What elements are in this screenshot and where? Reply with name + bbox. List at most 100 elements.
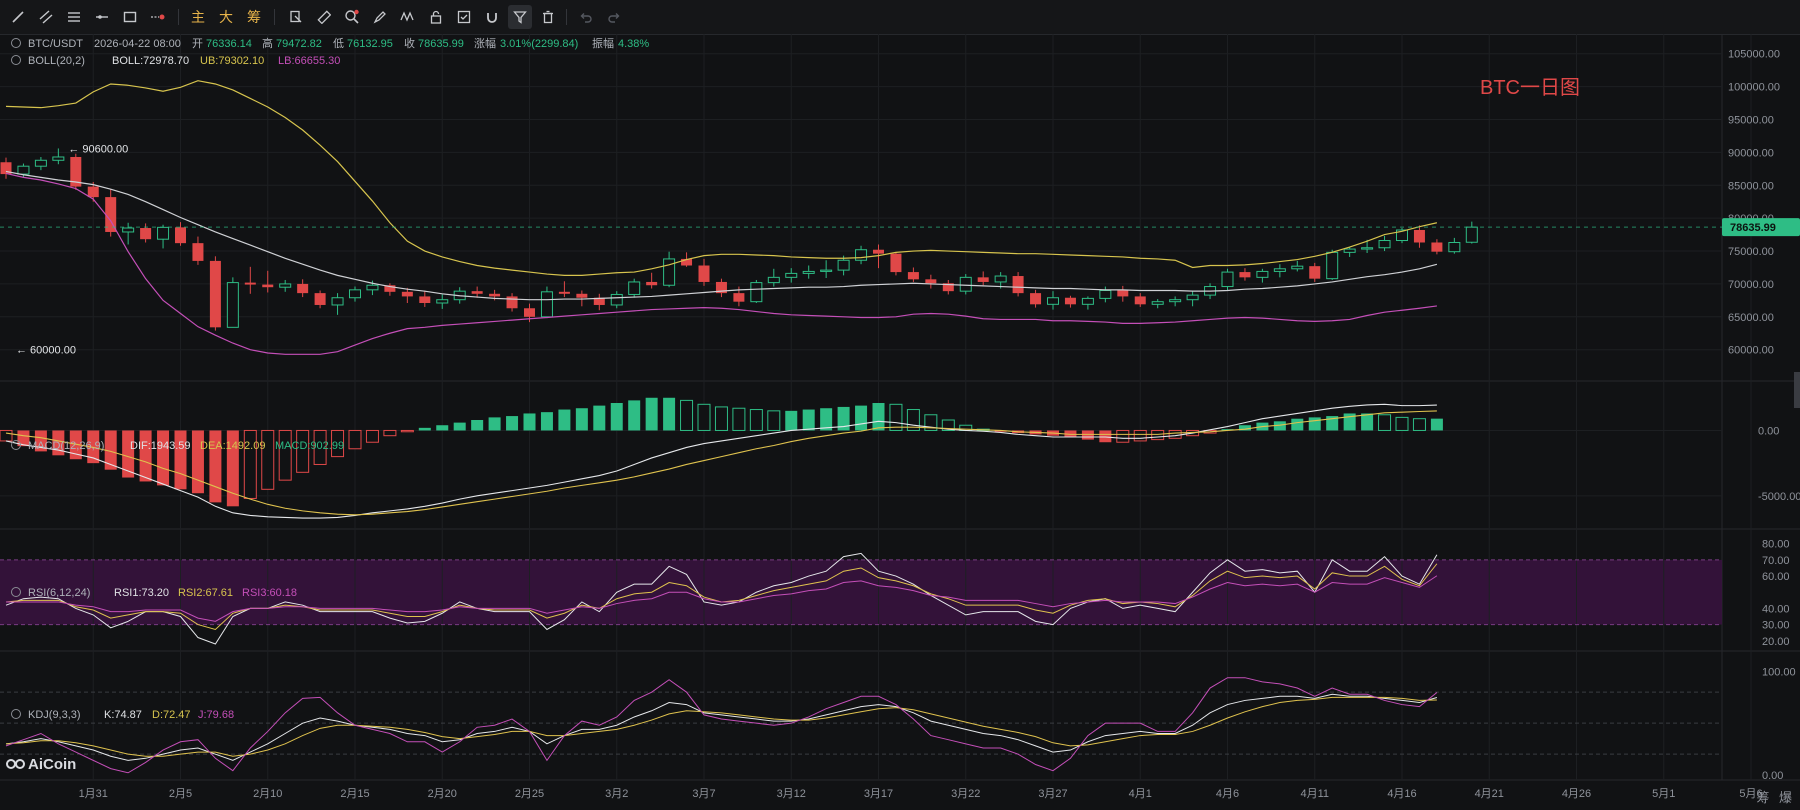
rectangle-icon[interactable] (118, 5, 142, 29)
zoom-icon[interactable] (340, 5, 364, 29)
parallel-line-icon[interactable] (34, 5, 58, 29)
macd-histogram-bar (855, 405, 868, 431)
macd-histogram-bar (1378, 414, 1392, 431)
chip-button[interactable]: 筹 (1756, 790, 1770, 805)
candle-body (558, 291, 570, 294)
macd-histogram-bar (558, 409, 571, 431)
path-dot-icon[interactable] (146, 5, 170, 29)
close-value: 78635.99 (418, 38, 464, 50)
macd-histogram-bar (313, 429, 327, 465)
boll-indicator-name: BOLL(20,2) (28, 55, 85, 67)
candle-body (628, 281, 641, 295)
candle-body (994, 275, 1007, 283)
candle-body (1396, 229, 1408, 242)
candle-body (750, 282, 763, 303)
filter-icon[interactable] (508, 5, 532, 29)
liquidation-button[interactable]: 爆 (1778, 790, 1792, 805)
macd-histogram-bar (575, 408, 588, 431)
magnet-icon[interactable] (480, 5, 504, 29)
extreme-price-label: ← 90600.00 (68, 143, 128, 155)
boll-ub-line (5, 80, 1438, 276)
lock-icon[interactable] (424, 5, 448, 29)
change-value: 3.01%(2299.84) (500, 38, 578, 50)
macd-histogram-bar (1308, 417, 1321, 431)
macd-histogram-bar (941, 419, 955, 431)
macd-histogram-bar (872, 403, 885, 431)
macd-histogram-bar (69, 430, 82, 460)
toggle-eye-icon[interactable] (11, 709, 21, 719)
macd-histogram-bar (453, 422, 466, 431)
candle-body (855, 249, 868, 261)
candle-body (576, 293, 588, 298)
macd-histogram-bar (418, 427, 431, 431)
macd-histogram-bar (1221, 429, 1234, 431)
toggle-eye-icon[interactable] (11, 55, 21, 65)
trash-icon[interactable] (536, 5, 560, 29)
ray-icon[interactable] (90, 5, 114, 29)
toggle-eye-icon[interactable] (11, 38, 21, 48)
toggle-eye-icon[interactable] (11, 440, 21, 450)
boll-boll-line (5, 170, 1438, 301)
time-axis-label: 2月20 (428, 788, 457, 800)
macd-histogram-bar (191, 430, 204, 494)
candle-body (681, 258, 693, 266)
macd-histogram-bar (157, 430, 170, 486)
rsi-axis-label: 80.00 (1762, 539, 1790, 551)
time-axis-label: 4月6 (1216, 788, 1239, 800)
candle-body (733, 293, 745, 302)
line-tool-icon[interactable] (6, 5, 30, 29)
candle-body (1221, 271, 1234, 288)
main-chart-button[interactable]: 主 (191, 9, 205, 25)
candle-body (524, 308, 535, 317)
pattern-icon[interactable] (396, 5, 420, 29)
toggle-eye-icon[interactable] (11, 587, 21, 597)
macd-histogram-bar (400, 429, 414, 433)
macd-histogram-bar (365, 429, 379, 443)
macd-histogram-bar (87, 430, 100, 464)
copy-icon[interactable] (284, 5, 308, 29)
candle-body (157, 226, 170, 240)
redo-icon[interactable] (602, 5, 626, 29)
candle-body (122, 227, 135, 233)
time-axis-label: 2月10 (253, 788, 282, 800)
large-order-button[interactable]: 大 (219, 9, 233, 25)
toolbar-separator (566, 9, 567, 25)
horizontal-line-icon[interactable] (62, 5, 86, 29)
macd-histogram-bar (785, 410, 798, 431)
candle-body (890, 253, 902, 273)
candle-body (1273, 268, 1286, 272)
macd-hist-value: MACD:902.99 (275, 440, 344, 452)
chip-distribution-button[interactable]: 筹 (247, 9, 261, 25)
kdj-legend: KDJ(9,3,3) K:74.87 D:72.47 J:79.68 (11, 709, 234, 721)
ruler-icon[interactable] (312, 5, 336, 29)
price-axis-label: 70000.00 (1728, 279, 1774, 291)
macd-histogram-bar (802, 409, 815, 431)
rsi-indicator-name: RSI(6,12,24) (28, 587, 90, 599)
low-value: 76132.95 (347, 38, 393, 50)
candle-body (1431, 242, 1443, 252)
macd-histogram-bar (243, 429, 257, 499)
rsi-legend: RSI(6,12,24) RSI1:73.20 RSI2:67.61 RSI3:… (11, 587, 297, 599)
checklist-icon[interactable] (452, 5, 476, 29)
time-axis-label: 2月5 (169, 788, 192, 800)
candle-body (489, 293, 501, 297)
trading-chart[interactable]: ← 90600.00 ← 60000.00 1月31 2月5 2月10 2月15 2月20… (0, 34, 1800, 810)
macd-histogram-bar (296, 429, 310, 473)
undo-icon[interactable] (574, 5, 598, 29)
macd-histogram-bar (1064, 430, 1077, 437)
price-axis-label: 65000.00 (1728, 312, 1774, 324)
candle-body (663, 258, 676, 286)
amplitude-value: 4.38% (618, 38, 649, 50)
candle-body (105, 197, 117, 232)
rsi-rsi1-line (5, 552, 1438, 645)
panel-resize-handle[interactable] (1794, 372, 1800, 408)
change-label: 涨幅 (474, 37, 496, 50)
macd-dea-line (5, 410, 1437, 516)
macd-indicator-name: MACD(12,26,9) (28, 440, 104, 452)
rsi3-value: RSI3:60.18 (242, 587, 297, 599)
candle-body (820, 269, 833, 272)
pen-icon[interactable] (368, 5, 392, 29)
candle-body (1064, 297, 1076, 305)
candle-body (1326, 251, 1339, 280)
candle-body (366, 284, 379, 291)
